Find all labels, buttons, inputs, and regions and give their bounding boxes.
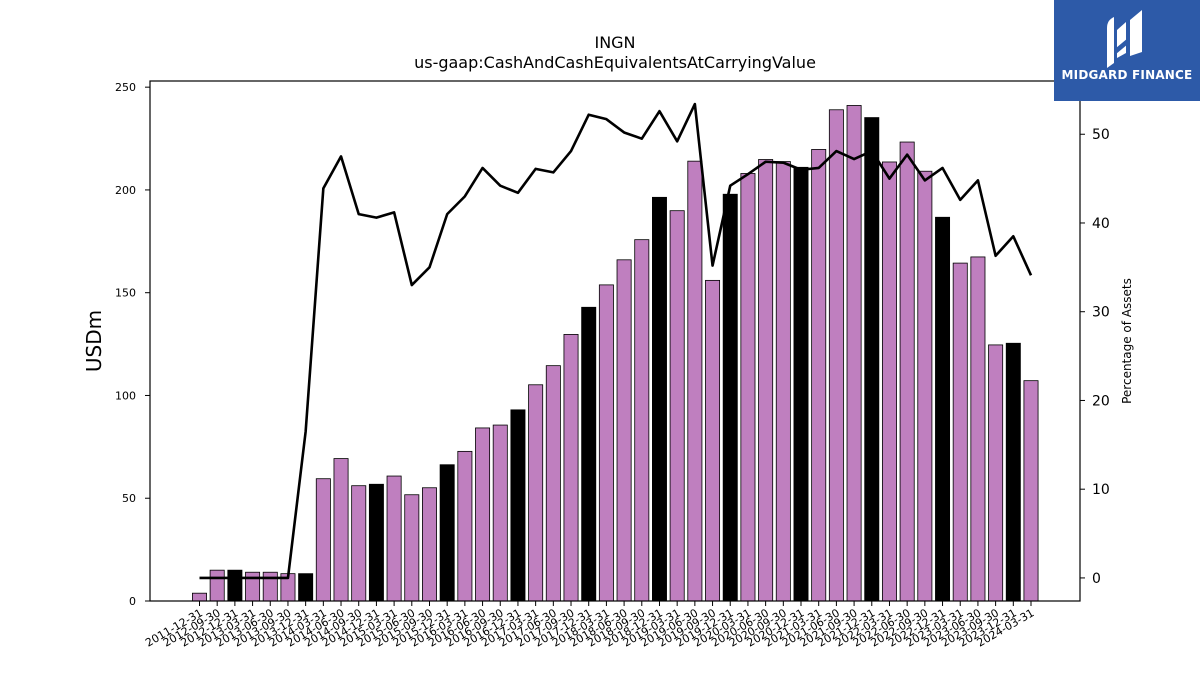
bar-2014-06-30	[333, 458, 349, 602]
percentage-line	[199, 102, 1033, 580]
bar-2018-12-31	[652, 196, 667, 602]
bar-2016-12-31	[510, 409, 526, 602]
bar-2022-09-30	[917, 170, 933, 602]
bar-2019-09-30	[705, 279, 721, 602]
bar-2017-06-30	[545, 365, 561, 602]
bar-2018-03-31	[598, 284, 614, 602]
bar-2019-12-31	[722, 193, 738, 602]
bar-2018-06-30	[616, 259, 632, 602]
bar-2014-03-31	[315, 478, 331, 602]
bar-2021-12-31	[864, 117, 880, 602]
bar-2015-06-30	[404, 494, 420, 602]
bar-2021-06-30	[828, 109, 844, 602]
bar-2016-09-30	[492, 424, 508, 602]
brand-logo: MIDGARD FINANCE	[1054, 0, 1200, 101]
bar-2023-12-31	[1005, 342, 1021, 602]
y2-axis-label: Percentage of Assets	[1120, 278, 1134, 404]
bar-2016-06-30	[475, 427, 491, 602]
y-axis-label: USDm	[82, 310, 106, 372]
bar-2020-03-31	[740, 173, 756, 602]
y-tick-label: 50	[122, 492, 136, 505]
bar-2022-03-31	[881, 161, 897, 602]
bar-2013-03-31	[245, 571, 261, 602]
bar-2019-03-31	[669, 210, 685, 602]
y2-tick-label: 30	[1092, 305, 1110, 321]
bar-2017-12-31	[581, 306, 597, 602]
bar-2021-03-31	[811, 149, 827, 602]
bar-2022-12-31	[935, 216, 951, 602]
y2-tick-label: 20	[1092, 393, 1110, 409]
bars-group	[192, 105, 1039, 602]
bar-2023-09-30	[988, 344, 1004, 602]
bar-2020-09-30	[775, 161, 791, 602]
bar-2023-03-31	[952, 262, 968, 602]
y-tick-label: 150	[115, 287, 136, 300]
y-tick-label: 100	[115, 389, 136, 402]
bar-2022-06-30	[899, 141, 915, 602]
bar-2021-09-30	[846, 105, 862, 602]
bar-2015-12-31	[439, 464, 455, 602]
bar-2013-12-31	[298, 573, 314, 602]
y-tick-label: 200	[115, 184, 136, 197]
y-tick-label: 250	[115, 81, 136, 94]
plot-frame	[149, 80, 1081, 602]
bar-2011-12-31	[192, 592, 207, 602]
y2-tick-label: 40	[1092, 216, 1110, 232]
bar-2013-06-30	[262, 571, 278, 602]
y2-tick-label: 10	[1092, 482, 1110, 498]
chart-title: INGN	[594, 33, 635, 52]
y2-tick-label: 50	[1092, 127, 1110, 143]
midgard-logo-icon	[1107, 10, 1142, 68]
chart-subtitle: us-gaap:CashAndCashEquivalentsAtCarrying…	[414, 53, 816, 72]
y2-tick-label: 0	[1092, 571, 1101, 587]
bar-2023-06-30	[970, 256, 986, 602]
bar-2014-12-31	[368, 483, 384, 602]
bar-2016-03-31	[457, 450, 473, 602]
bar-2014-09-30	[351, 485, 367, 602]
line-group	[199, 102, 1033, 580]
logo-text: MIDGARD FINANCE	[1061, 68, 1193, 82]
y-tick-label: 0	[129, 595, 136, 608]
bar-2020-06-30	[758, 159, 774, 602]
bar-2017-09-30	[563, 334, 579, 602]
bar-2018-09-30	[634, 239, 650, 602]
bar-2024-03-31	[1023, 380, 1039, 602]
bar-2017-03-31	[528, 384, 544, 602]
bar-2012-09-30	[209, 569, 225, 602]
bar-2015-09-30	[422, 487, 437, 602]
bar-2015-03-31	[386, 475, 402, 602]
bar-2019-06-30	[687, 160, 703, 602]
bar-2012-12-31	[227, 569, 243, 602]
bar-2020-12-31	[793, 166, 809, 602]
axes-group: 050100150200250010203040502011-12-312012…	[115, 80, 1110, 650]
